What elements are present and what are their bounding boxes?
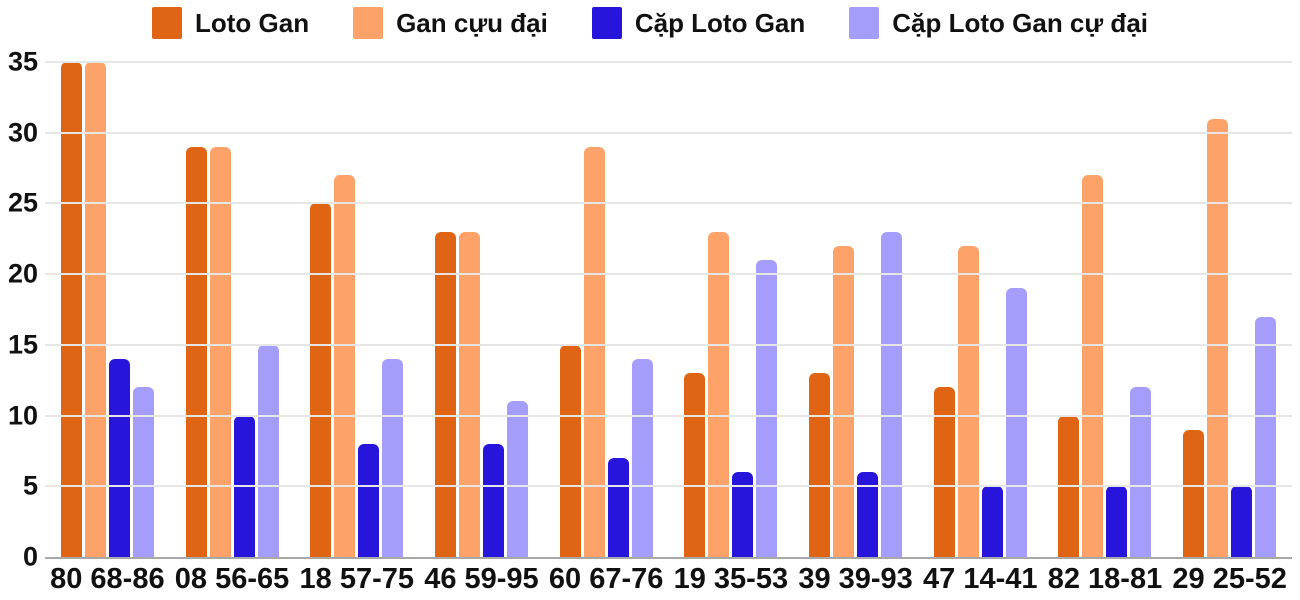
y-tick-label: 35 — [7, 46, 38, 77]
legend-swatch-icon — [353, 7, 384, 39]
bar — [732, 472, 754, 557]
bar — [60, 62, 82, 557]
x-tick-label: 29 25-52 — [1172, 563, 1287, 595]
bar-group — [918, 62, 1043, 557]
bar-group — [294, 62, 419, 557]
legend-label: Loto Gan — [194, 7, 310, 38]
gridline — [45, 485, 1292, 488]
bar — [1231, 486, 1253, 557]
plot-area — [45, 61, 1292, 559]
bar — [957, 245, 979, 557]
legend-swatch-icon — [849, 7, 880, 39]
y-tick-label: 25 — [7, 187, 38, 218]
legend-swatch-icon — [151, 7, 182, 39]
bar-group — [793, 62, 918, 557]
bar — [1183, 429, 1205, 557]
legend-item-gan-cuu-dai[interactable]: Gan cựu đại — [353, 7, 548, 39]
bar — [458, 231, 480, 557]
bar — [108, 359, 130, 557]
bar — [209, 146, 231, 557]
x-tick-label: 39 39-93 — [798, 563, 913, 595]
bar-group — [1167, 62, 1292, 557]
legend-item-loto-gan[interactable]: Loto Gan — [151, 7, 310, 39]
bar — [756, 260, 778, 557]
chart-legend: Loto Gan Gan cựu đại Cặp Loto Gan Cặp Lo… — [0, 7, 1300, 39]
y-tick-label: 5 — [22, 470, 38, 501]
bar — [583, 146, 605, 557]
y-tick-label: 10 — [7, 400, 38, 431]
bar-group — [45, 62, 170, 557]
legend-label: Cặp Loto Gan — [634, 7, 806, 38]
bar — [631, 359, 653, 557]
bar — [933, 387, 955, 557]
bar — [684, 373, 706, 557]
y-tick-label: 0 — [22, 541, 38, 572]
x-tick-label: 08 56-65 — [174, 563, 290, 595]
bar — [382, 359, 404, 557]
legend-item-cap-loto-gan-cu-dai[interactable]: Cặp Loto Gan cự đại — [849, 7, 1148, 39]
bar — [857, 472, 879, 557]
gridline — [45, 131, 1292, 134]
y-tick-label: 15 — [7, 329, 38, 360]
bar — [1106, 486, 1128, 557]
x-tick-label: 60 67-76 — [548, 563, 664, 595]
gridline — [45, 414, 1292, 417]
bar — [1082, 175, 1104, 557]
bar — [809, 373, 831, 557]
x-tick-label: 46 59-95 — [424, 563, 539, 595]
bar — [607, 458, 629, 557]
bar-group — [669, 62, 794, 557]
x-tick-label: 47 14-41 — [923, 563, 1038, 595]
bar — [482, 443, 504, 557]
bar — [1255, 316, 1277, 557]
bar — [981, 486, 1003, 557]
bar — [310, 203, 332, 557]
bar-group — [1043, 62, 1168, 557]
legend-label: Cặp Loto Gan cự đại — [892, 7, 1148, 38]
bar — [881, 231, 903, 557]
y-axis: 0 5 10 15 20 25 30 35 — [0, 48, 38, 570]
legend-label: Gan cựu đại — [396, 7, 548, 38]
bar — [1207, 118, 1229, 557]
bar — [132, 387, 154, 557]
bar-group — [170, 62, 295, 557]
bar — [334, 175, 356, 557]
x-axis: 80 68-86 08 56-65 18 57-75 46 59-95 60 67-76… — [45, 563, 1292, 596]
gridline — [45, 202, 1292, 205]
x-tick-label: 18 57-75 — [299, 563, 415, 595]
bar — [833, 245, 855, 557]
bar — [708, 231, 730, 557]
bar — [506, 401, 528, 557]
y-tick-label: 20 — [7, 258, 38, 289]
bar — [257, 344, 279, 557]
gridline — [45, 61, 1292, 63]
bar — [185, 146, 207, 557]
bar — [434, 231, 456, 557]
bar — [358, 443, 380, 557]
x-tick-label: 82 18-81 — [1047, 563, 1163, 595]
legend-item-cap-loto-gan[interactable]: Cặp Loto Gan — [591, 7, 806, 39]
gridline — [45, 343, 1292, 346]
y-tick-label: 30 — [7, 117, 38, 148]
bar — [559, 344, 581, 557]
bar-groups — [45, 62, 1292, 557]
x-tick-label: 19 35-53 — [673, 563, 789, 595]
bar — [84, 62, 106, 557]
gridline — [45, 273, 1292, 276]
bar-group — [419, 62, 544, 557]
x-tick-label: 80 68-86 — [50, 563, 165, 595]
legend-swatch-icon — [591, 7, 622, 39]
bar — [1130, 387, 1152, 557]
bar-group — [544, 62, 669, 557]
bar — [1005, 288, 1027, 557]
